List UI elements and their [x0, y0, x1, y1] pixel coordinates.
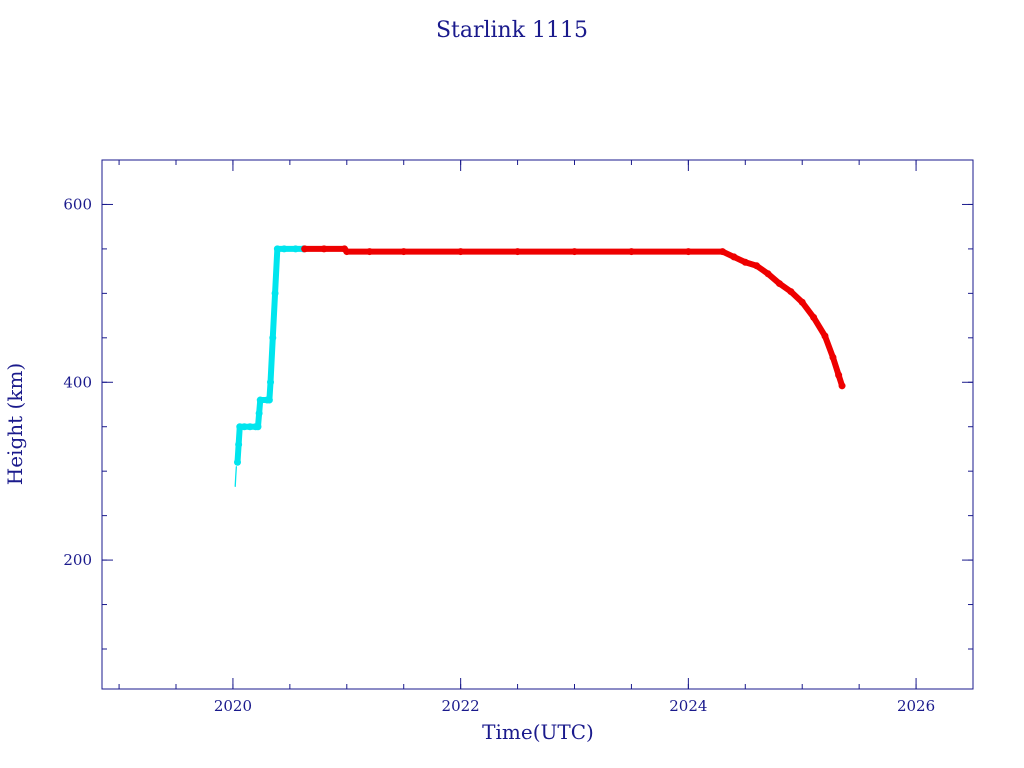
- data-point: [741, 258, 749, 266]
- data-point: [292, 245, 300, 253]
- data-point: [301, 245, 309, 253]
- x-tick-label: 2022: [442, 697, 480, 715]
- data-point: [730, 253, 738, 261]
- data-point: [571, 248, 579, 256]
- data-point: [255, 409, 263, 417]
- data-point: [835, 371, 843, 379]
- data-point: [775, 280, 783, 288]
- data-point: [273, 245, 281, 253]
- data-point: [810, 313, 818, 321]
- data-point: [753, 262, 761, 270]
- data-point: [246, 423, 254, 431]
- y-axis-ticks: 200 400 600: [63, 159, 973, 650]
- data-point: [787, 288, 795, 296]
- data-point: [829, 353, 837, 361]
- data-point: [627, 248, 635, 256]
- y-axis-label: Height (km): [3, 363, 27, 485]
- chart-title: Starlink 1115: [436, 18, 588, 43]
- data-point: [838, 382, 846, 390]
- data-series: [233, 245, 846, 487]
- x-tick-label: 2024: [669, 697, 707, 715]
- data-point: [764, 270, 772, 278]
- data-point: [343, 248, 351, 256]
- data-point: [684, 248, 692, 256]
- x-axis-ticks: 2020 2022 2024 2026: [118, 160, 974, 715]
- data-point: [267, 378, 275, 386]
- data-point: [457, 248, 465, 256]
- series-line-cyan: [234, 466, 238, 487]
- data-point: [798, 298, 806, 306]
- plot-frame: [101, 159, 974, 690]
- data-point: [240, 423, 248, 431]
- y-tick-label: 400: [63, 373, 92, 391]
- y-tick-label: 200: [63, 551, 92, 569]
- data-point: [366, 248, 374, 256]
- data-point: [280, 245, 288, 253]
- data-point: [514, 248, 522, 256]
- data-point: [320, 245, 328, 253]
- x-tick-label: 2020: [214, 697, 252, 715]
- data-point: [256, 396, 264, 404]
- data-point: [719, 248, 727, 256]
- data-point: [271, 289, 279, 297]
- data-point: [821, 332, 829, 340]
- series-line-cyan: [234, 245, 307, 466]
- series-line-red: [301, 245, 846, 389]
- x-tick-label: 2026: [897, 697, 935, 715]
- data-point: [233, 458, 241, 466]
- data-point: [254, 423, 262, 431]
- x-axis-label: Time(UTC): [482, 720, 594, 744]
- data-point: [400, 248, 408, 256]
- data-point: [269, 334, 277, 342]
- y-tick-label: 600: [63, 195, 92, 213]
- data-point: [265, 396, 273, 404]
- data-point: [235, 441, 243, 449]
